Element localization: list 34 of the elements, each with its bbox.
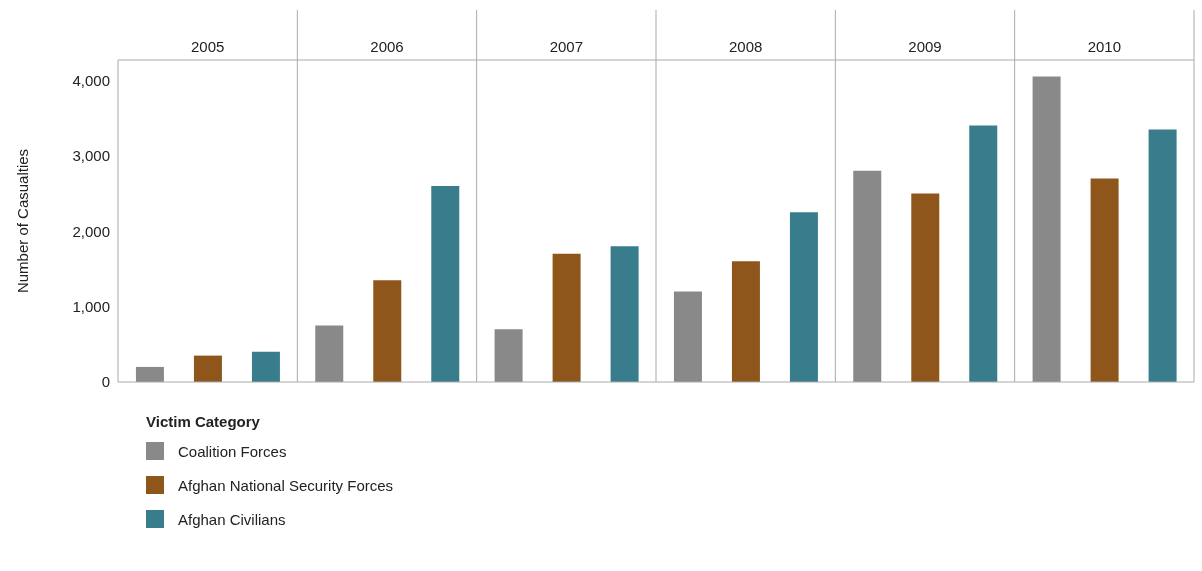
bar [789, 212, 818, 382]
bar [911, 193, 940, 382]
legend-title: Victim Category [146, 413, 261, 430]
x-tick-label: 2010 [1087, 38, 1122, 55]
y-tick-label: 2,000 [72, 222, 110, 240]
y-axis-title: Number of Casualties [14, 148, 32, 294]
x-tick-label: 2008 [728, 38, 763, 55]
x-tick-label: 2009 [908, 38, 942, 55]
y-tick-label: 4,000 [72, 71, 110, 89]
bar [494, 329, 523, 382]
bar [251, 351, 280, 382]
bar [1090, 178, 1119, 382]
y-tick-label: 3,000 [72, 147, 110, 165]
y-tick-label: 0 [101, 373, 110, 391]
legend-label: Afghan Civilians [178, 510, 286, 528]
bar [315, 325, 344, 382]
y-tick-label: 1,000 [72, 297, 110, 315]
x-tick-label: 2006 [370, 38, 404, 55]
bar [373, 280, 402, 382]
x-tick-label: 2005 [190, 38, 225, 55]
bar [1148, 129, 1177, 382]
bar [969, 125, 998, 382]
bar [135, 366, 164, 382]
bar [1032, 76, 1061, 382]
bar [552, 253, 581, 382]
x-tick-label: 2007 [549, 38, 584, 55]
bar [610, 246, 639, 382]
legend-label: Afghan National Security Forces [178, 476, 394, 494]
bar [853, 170, 882, 382]
bar [673, 291, 702, 382]
bar [731, 261, 760, 382]
bar [193, 355, 222, 382]
bar [431, 185, 460, 382]
legend-label: Coalition Forces [178, 442, 287, 460]
